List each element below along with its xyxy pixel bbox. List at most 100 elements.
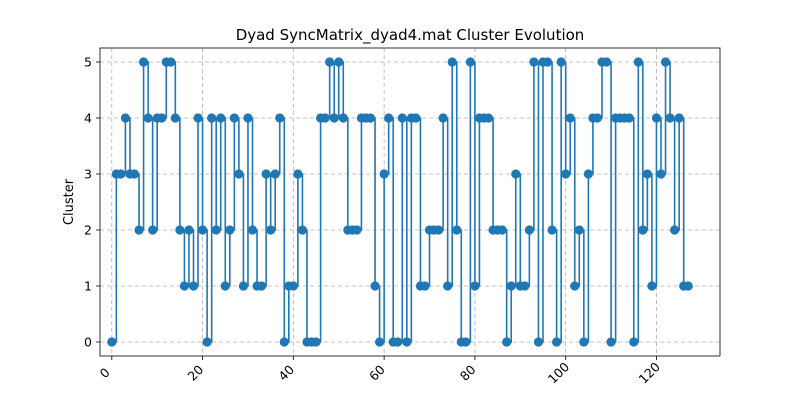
data-point bbox=[129, 169, 140, 179]
series-layer bbox=[107, 57, 693, 347]
data-point bbox=[365, 113, 376, 123]
data-point bbox=[670, 225, 680, 235]
data-point bbox=[447, 57, 457, 67]
data-point bbox=[524, 225, 534, 235]
data-point bbox=[556, 57, 566, 67]
data-point bbox=[520, 281, 530, 291]
data-point bbox=[561, 169, 571, 179]
data-point bbox=[683, 281, 693, 291]
data-point bbox=[202, 337, 212, 347]
data-point bbox=[656, 169, 666, 179]
data-point bbox=[642, 169, 652, 179]
data-point bbox=[647, 281, 657, 291]
data-point bbox=[234, 169, 244, 179]
data-point bbox=[157, 113, 167, 123]
data-point bbox=[175, 225, 185, 235]
data-point bbox=[329, 113, 339, 123]
y-tick-label: 4 bbox=[84, 111, 92, 126]
data-point bbox=[293, 169, 303, 179]
data-point bbox=[325, 57, 335, 67]
data-point bbox=[320, 113, 330, 123]
data-point bbox=[247, 225, 258, 235]
data-point bbox=[565, 113, 575, 123]
data-point bbox=[402, 337, 412, 347]
data-point bbox=[592, 113, 603, 123]
y-tick-label: 2 bbox=[84, 223, 92, 238]
data-point bbox=[179, 281, 190, 291]
data-point bbox=[452, 225, 462, 235]
data-point bbox=[433, 225, 444, 235]
data-point bbox=[552, 337, 562, 347]
y-tick-label: 1 bbox=[84, 279, 92, 294]
data-point bbox=[374, 337, 385, 347]
data-point bbox=[297, 225, 308, 235]
data-point bbox=[370, 281, 380, 291]
data-point bbox=[216, 113, 226, 123]
data-point bbox=[338, 113, 348, 123]
data-point bbox=[570, 281, 580, 291]
data-point bbox=[533, 337, 544, 347]
data-point bbox=[651, 113, 662, 123]
data-point bbox=[229, 113, 239, 123]
plot-frame bbox=[99, 47, 721, 357]
data-point bbox=[279, 337, 289, 347]
data-point bbox=[547, 225, 557, 235]
data-point bbox=[134, 225, 144, 235]
data-point bbox=[107, 337, 117, 347]
chart-title: Dyad SyncMatrix_dyad4.mat Cluster Evolut… bbox=[236, 26, 585, 45]
data-point bbox=[529, 57, 539, 67]
data-point bbox=[220, 281, 230, 291]
data-point bbox=[270, 169, 280, 179]
data-point bbox=[384, 113, 394, 123]
data-point bbox=[397, 113, 407, 123]
data-point bbox=[211, 225, 221, 235]
data-point bbox=[148, 225, 158, 235]
data-point bbox=[601, 57, 612, 67]
data-point bbox=[334, 57, 344, 67]
data-point bbox=[502, 337, 512, 347]
data-point bbox=[256, 281, 267, 291]
y-tick-label: 0 bbox=[84, 335, 92, 350]
data-point bbox=[143, 113, 153, 123]
data-point bbox=[461, 337, 471, 347]
data-point bbox=[574, 225, 584, 235]
data-point bbox=[120, 113, 131, 123]
data-point bbox=[266, 225, 276, 235]
data-point bbox=[438, 113, 448, 123]
data-point bbox=[197, 225, 208, 235]
data-point bbox=[188, 281, 199, 291]
data-point bbox=[420, 281, 430, 291]
data-point bbox=[629, 337, 639, 347]
data-point bbox=[660, 57, 671, 67]
data-point bbox=[606, 337, 616, 347]
data-point bbox=[465, 57, 475, 67]
data-point bbox=[193, 113, 203, 123]
data-point bbox=[470, 281, 480, 291]
data-point bbox=[261, 169, 271, 179]
data-point bbox=[443, 281, 453, 291]
data-point bbox=[225, 225, 235, 235]
data-point bbox=[288, 281, 298, 291]
data-point bbox=[116, 169, 126, 179]
data-point bbox=[393, 337, 403, 347]
data-point bbox=[542, 57, 553, 67]
data-point bbox=[497, 225, 507, 235]
data-point bbox=[379, 169, 389, 179]
data-point bbox=[665, 113, 675, 123]
data-point bbox=[170, 113, 180, 123]
data-point bbox=[483, 113, 494, 123]
data-point bbox=[638, 225, 648, 235]
data-point bbox=[633, 57, 643, 67]
data-point bbox=[506, 281, 516, 291]
y-tick-label: 5 bbox=[84, 55, 92, 70]
data-point bbox=[352, 225, 362, 235]
data-point bbox=[579, 337, 589, 347]
data-point bbox=[275, 113, 285, 123]
data-point bbox=[674, 113, 684, 123]
data-point bbox=[411, 113, 421, 123]
y-tick-label: 3 bbox=[84, 167, 92, 182]
data-point bbox=[511, 169, 521, 179]
data-point bbox=[238, 281, 249, 291]
